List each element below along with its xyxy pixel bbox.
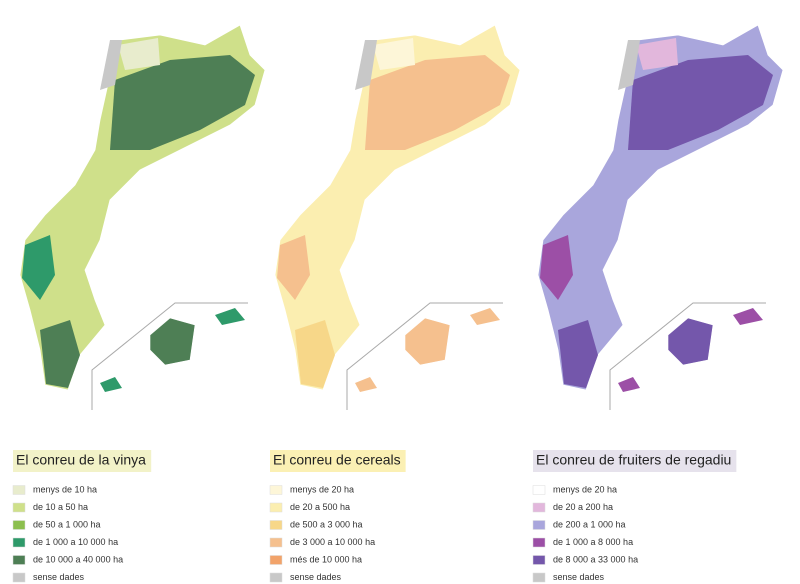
legend-title: El conreu de cereals xyxy=(273,452,401,468)
legend-swatch xyxy=(532,555,546,565)
legend-swatch xyxy=(269,520,283,530)
legend-swatch xyxy=(532,537,546,548)
legend-swatch xyxy=(269,555,283,565)
legend-label: de 1 000 a 10 000 ha xyxy=(33,537,118,547)
legend-swatch xyxy=(12,555,26,565)
legend-swatch xyxy=(12,520,26,530)
legend-label: sense dades xyxy=(290,572,342,582)
legend-label: sense dades xyxy=(553,572,605,582)
title-highlight xyxy=(533,450,737,472)
legend-label: de 1 000 a 8 000 ha xyxy=(553,537,633,547)
legend-label: de 500 a 3 000 ha xyxy=(290,519,363,529)
map-fruiters xyxy=(537,24,784,411)
legend-label: de 50 a 1 000 ha xyxy=(33,519,101,529)
legend-label: de 200 a 1 000 ha xyxy=(553,519,626,529)
legend-label: de 3 000 a 10 000 ha xyxy=(290,537,375,547)
legend-title: El conreu de la vinya xyxy=(16,452,146,468)
legend-swatch xyxy=(12,572,26,583)
legend-swatch xyxy=(269,572,283,583)
legend-swatch xyxy=(269,537,283,548)
legend-label: de 10 a 50 ha xyxy=(33,502,88,512)
legend-swatch xyxy=(532,520,546,530)
legend-swatch xyxy=(532,572,546,583)
legend-label: de 20 a 500 ha xyxy=(290,502,350,512)
legend-swatch xyxy=(532,502,546,513)
legend-label: sense dades xyxy=(33,572,85,582)
legend-swatch xyxy=(269,502,283,513)
legend-label: de 8 000 a 33 000 ha xyxy=(553,554,638,564)
legend-swatch xyxy=(12,485,26,495)
title-highlight xyxy=(270,450,406,472)
legend-label: menys de 10 ha xyxy=(33,484,97,494)
legend-swatch xyxy=(269,485,283,495)
legend-label: més de 10 000 ha xyxy=(290,554,362,564)
legend-swatch xyxy=(12,537,26,548)
legend-label: de 20 a 200 ha xyxy=(553,502,613,512)
legend-title: El conreu de fruiters de regadiu xyxy=(536,452,731,468)
map-cereals xyxy=(274,24,521,411)
legend-swatch xyxy=(532,485,546,495)
title-highlight xyxy=(13,450,152,472)
legend-label: menys de 20 ha xyxy=(553,484,617,494)
legend-swatch xyxy=(12,502,26,513)
legend-label: menys de 20 ha xyxy=(290,484,354,494)
map-vinya xyxy=(19,24,266,411)
legend-label: de 10 000 a 40 000 ha xyxy=(33,554,123,564)
